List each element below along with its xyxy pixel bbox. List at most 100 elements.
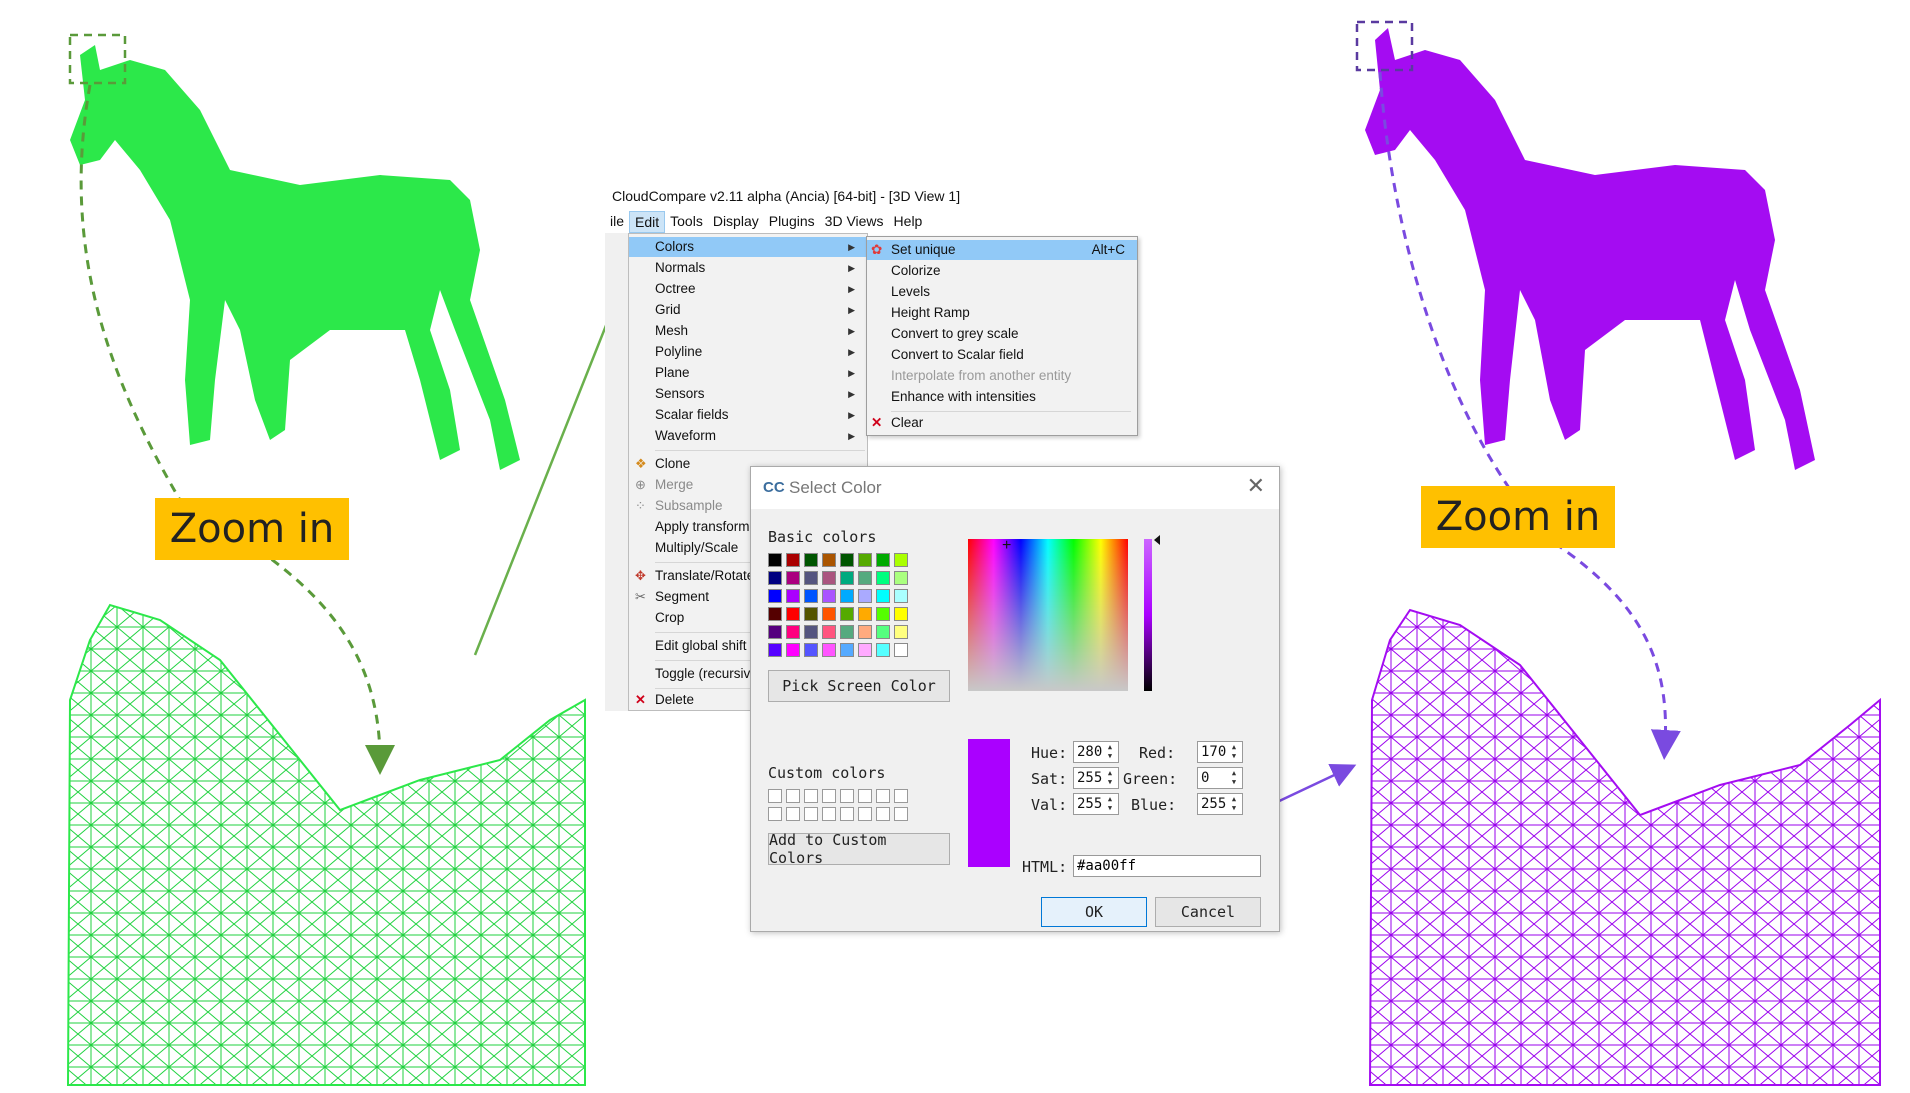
menu-edit[interactable]: Edit <box>629 211 666 233</box>
edit-menu-merge[interactable]: ⊕ Merge <box>629 475 867 495</box>
edit-menu-edit-global-shift[interactable]: Edit global shift <box>655 638 747 653</box>
basic-color-swatch[interactable] <box>822 553 836 567</box>
basic-color-swatch[interactable] <box>786 643 800 657</box>
menu-tools[interactable]: Tools <box>670 213 703 229</box>
basic-color-swatch[interactable] <box>840 589 854 603</box>
colors-height-ramp[interactable]: Height Ramp <box>891 305 970 320</box>
edit-menu-grid[interactable]: Grid ▶ <box>655 302 855 317</box>
edit-menu-subsample[interactable]: ⁘ Subsample <box>629 496 867 516</box>
green-spinbox[interactable]: 0 ▲ ▼ <box>1197 767 1243 789</box>
spin-arrows-icon[interactable]: ▲ ▼ <box>1107 743 1113 760</box>
edit-menu-crop[interactable]: Crop <box>655 610 685 625</box>
colors-colorize[interactable]: Colorize <box>891 263 941 278</box>
basic-color-swatch[interactable] <box>822 643 836 657</box>
basic-color-swatch[interactable] <box>840 625 854 639</box>
custom-color-swatch[interactable] <box>894 807 908 821</box>
basic-color-swatch[interactable] <box>876 553 890 567</box>
custom-color-swatch[interactable] <box>786 789 800 803</box>
add-to-custom-colors-button[interactable]: Add to Custom Colors <box>768 831 950 867</box>
custom-color-swatch[interactable] <box>858 807 872 821</box>
spin-arrows-icon[interactable]: ▲ ▼ <box>1107 795 1113 812</box>
menu-help[interactable]: Help <box>893 213 923 229</box>
menu-3d-views[interactable]: 3D Views <box>824 213 884 229</box>
menu-plugins[interactable]: Plugins <box>768 213 815 229</box>
basic-color-swatch[interactable] <box>876 589 890 603</box>
basic-color-swatch[interactable] <box>822 607 836 621</box>
html-color-input[interactable]: #aa00ff <box>1073 855 1261 877</box>
edit-menu-delete[interactable]: ✕ Delete <box>629 690 867 710</box>
edit-menu-apply-transform[interactable]: Apply transform <box>655 519 750 534</box>
custom-color-swatch[interactable] <box>804 789 818 803</box>
basic-color-swatch[interactable] <box>822 625 836 639</box>
basic-color-swatch[interactable] <box>768 553 782 567</box>
basic-color-swatch[interactable] <box>786 589 800 603</box>
spin-arrows-icon[interactable]: ▲ ▼ <box>1231 769 1237 786</box>
basic-color-swatch[interactable] <box>894 589 908 603</box>
edit-menu-plane[interactable]: Plane ▶ <box>655 365 855 380</box>
close-icon[interactable]: ✕ <box>1246 473 1265 498</box>
basic-color-swatch[interactable] <box>786 625 800 639</box>
edit-menu-scalar-fields[interactable]: Scalar fields ▶ <box>655 407 855 422</box>
edit-menu-mesh[interactable]: Mesh ▶ <box>655 323 855 338</box>
basic-color-swatch[interactable] <box>858 625 872 639</box>
edit-menu-normals[interactable]: Normals ▶ <box>655 260 855 275</box>
basic-color-swatch[interactable] <box>768 589 782 603</box>
edit-menu-waveform[interactable]: Waveform ▶ <box>655 428 855 443</box>
basic-color-swatch[interactable] <box>858 589 872 603</box>
basic-color-swatch[interactable] <box>858 571 872 585</box>
basic-color-swatch[interactable] <box>858 553 872 567</box>
custom-color-swatch[interactable] <box>876 807 890 821</box>
blue-spinbox[interactable]: 255 ▲ ▼ <box>1197 793 1243 815</box>
basic-color-swatch[interactable] <box>840 571 854 585</box>
menu-display[interactable]: Display <box>712 213 759 229</box>
basic-color-swatch[interactable] <box>768 625 782 639</box>
basic-color-swatch[interactable] <box>840 643 854 657</box>
custom-color-swatch[interactable] <box>840 807 854 821</box>
basic-color-swatch[interactable] <box>858 607 872 621</box>
edit-menu-sensors[interactable]: Sensors ▶ <box>655 386 855 401</box>
basic-color-swatch[interactable] <box>876 643 890 657</box>
custom-color-swatch[interactable] <box>768 807 782 821</box>
basic-color-swatch[interactable] <box>894 625 908 639</box>
basic-color-swatch[interactable] <box>804 571 818 585</box>
basic-color-swatch[interactable] <box>876 571 890 585</box>
colors-set-unique[interactable]: ✿ Set unique Alt+C <box>867 240 1137 260</box>
basic-color-swatch[interactable] <box>894 553 908 567</box>
menu-file[interactable]: ile <box>610 213 625 229</box>
colors-convert-grey[interactable]: Convert to grey scale <box>891 326 1019 341</box>
custom-color-swatch[interactable] <box>876 789 890 803</box>
custom-color-swatch[interactable] <box>786 807 800 821</box>
colors-interpolate[interactable]: Interpolate from another entity <box>891 368 1072 383</box>
basic-color-swatch[interactable] <box>804 625 818 639</box>
spin-arrows-icon[interactable]: ▲ ▼ <box>1107 769 1113 786</box>
color-spectrum-picker[interactable]: + <box>968 537 1128 691</box>
edit-menu-toggle[interactable]: Toggle (recursive) <box>655 666 763 681</box>
custom-color-swatch[interactable] <box>858 789 872 803</box>
basic-color-swatch[interactable] <box>804 553 818 567</box>
edit-menu-colors[interactable]: Colors ▶ <box>629 237 867 257</box>
custom-color-swatch[interactable] <box>768 789 782 803</box>
colors-clear[interactable]: ✕ Clear <box>867 413 1137 433</box>
luminance-marker[interactable] <box>1154 535 1160 545</box>
basic-color-swatch[interactable] <box>768 643 782 657</box>
colors-levels[interactable]: Levels <box>891 284 931 299</box>
edit-menu-segment[interactable]: ✂ Segment <box>629 587 867 607</box>
custom-color-swatch[interactable] <box>840 789 854 803</box>
basic-color-swatch[interactable] <box>894 571 908 585</box>
luminance-slider[interactable] <box>1144 539 1152 691</box>
cancel-button[interactable]: Cancel <box>1155 897 1261 927</box>
sat-spinbox[interactable]: 255 ▲ ▼ <box>1073 767 1119 789</box>
basic-color-swatch[interactable] <box>840 553 854 567</box>
basic-color-swatch[interactable] <box>786 553 800 567</box>
colors-enhance-intensities[interactable]: Enhance with intensities <box>891 389 1036 404</box>
basic-color-swatch[interactable] <box>786 607 800 621</box>
colors-convert-scalar[interactable]: Convert to Scalar field <box>891 347 1024 362</box>
hue-spinbox[interactable]: 280 ▲ ▼ <box>1073 741 1119 763</box>
basic-color-swatch[interactable] <box>858 643 872 657</box>
basic-color-swatch[interactable] <box>894 607 908 621</box>
edit-menu-octree[interactable]: Octree ▶ <box>655 281 855 296</box>
basic-color-swatch[interactable] <box>876 607 890 621</box>
basic-color-swatch[interactable] <box>840 607 854 621</box>
edit-menu-multiply-scale[interactable]: Multiply/Scale <box>655 540 739 555</box>
basic-color-swatch[interactable] <box>876 625 890 639</box>
